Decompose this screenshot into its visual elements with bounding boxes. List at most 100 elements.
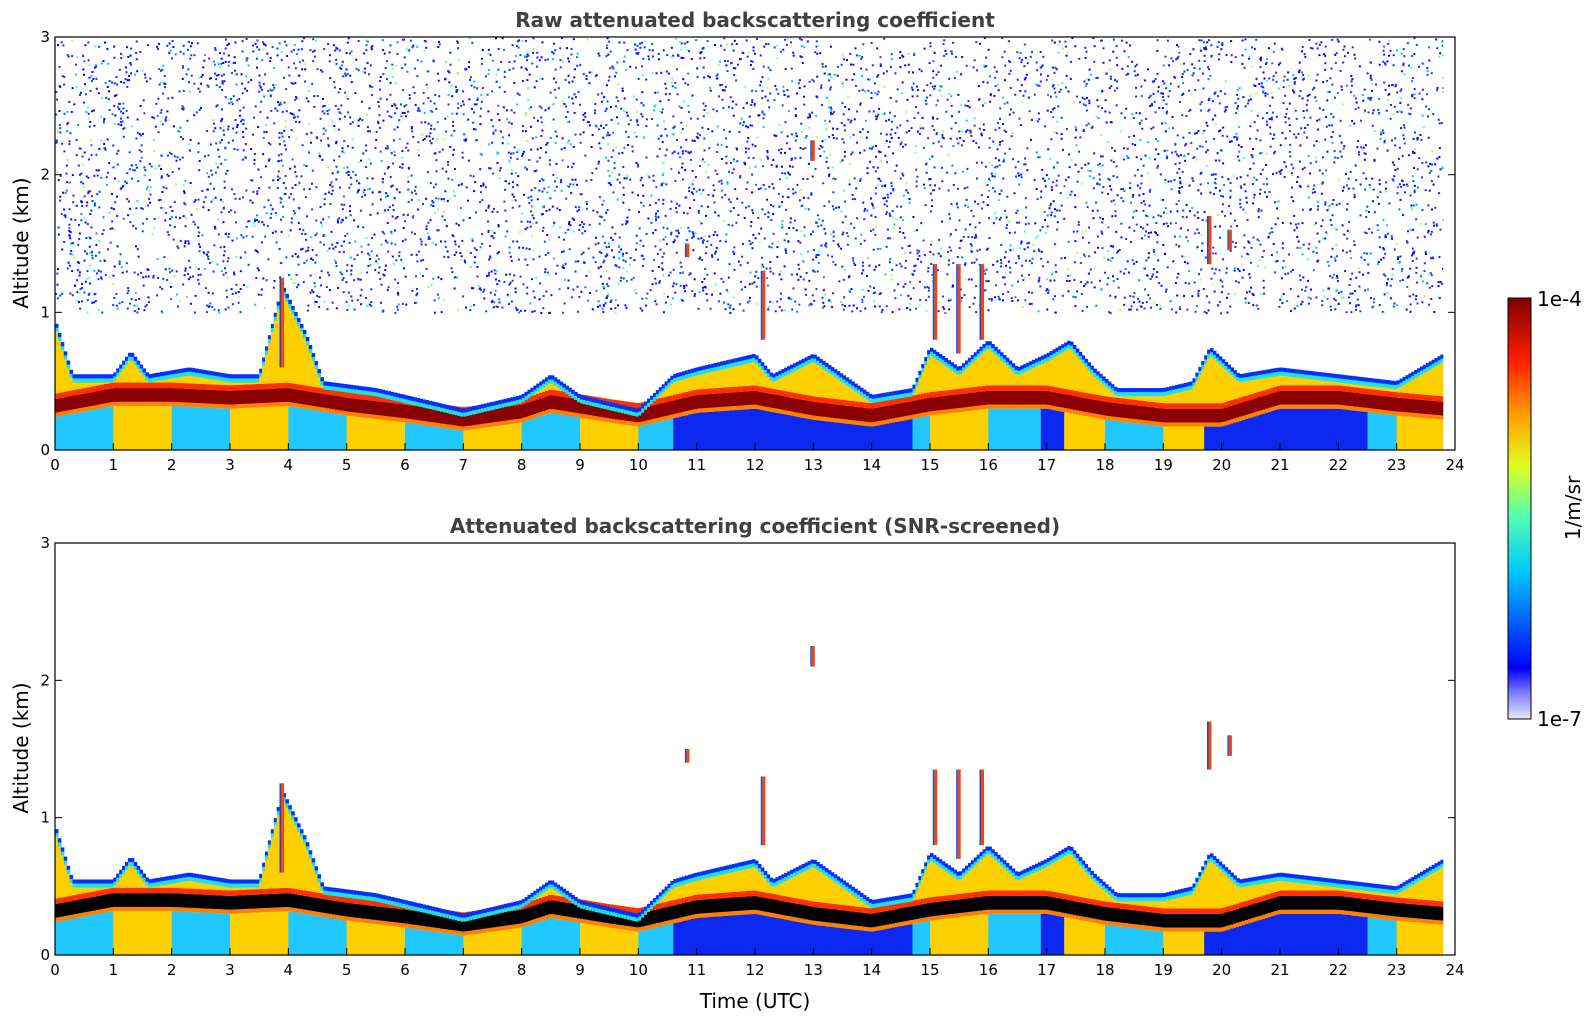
noise-pixel [948, 259, 950, 262]
noise-pixel [181, 66, 184, 69]
noise-pixel [157, 216, 160, 219]
noise-pixel [1164, 55, 1167, 58]
noise-pixel [262, 136, 265, 139]
noise-pixel [1321, 181, 1324, 184]
noise-pixel [315, 254, 318, 257]
noise-pixel [1269, 132, 1272, 135]
noise-pixel [868, 264, 871, 267]
noise-pixel [725, 64, 728, 67]
noise-pixel [1303, 166, 1306, 169]
noise-pixel [1176, 134, 1179, 137]
noise-pixel [160, 168, 162, 170]
noise-pixel [198, 76, 201, 79]
noise-pixel [1292, 167, 1295, 170]
noise-pixel [921, 116, 924, 119]
noise-pixel [397, 293, 400, 296]
noise-pixel [1392, 305, 1395, 308]
noise-pixel [1340, 155, 1343, 158]
noise-pixel [1301, 222, 1304, 225]
noise-pixel [635, 234, 638, 237]
noise-pixel [884, 154, 887, 157]
noise-pixel [574, 270, 577, 273]
noise-pixel [826, 96, 828, 99]
noise-pixel [692, 235, 695, 238]
noise-pixel [692, 187, 695, 190]
noise-pixel [672, 240, 675, 243]
noise-pixel [1051, 108, 1054, 111]
noise-pixel [1291, 174, 1294, 176]
noise-pixel [1279, 298, 1282, 301]
noise-pixel [1116, 251, 1119, 254]
noise-pixel [825, 160, 828, 163]
noise-pixel [874, 192, 877, 195]
noise-pixel [178, 167, 181, 170]
noise-pixel [393, 154, 396, 157]
noise-pixel [390, 230, 393, 233]
noise-pixel [901, 172, 904, 175]
noise-pixel [1044, 185, 1047, 188]
noise-pixel [652, 231, 655, 234]
noise-pixel [1114, 214, 1117, 217]
noise-pixel [314, 300, 317, 303]
noise-pixel [382, 119, 385, 122]
noise-pixel [1066, 51, 1069, 54]
noise-pixel [456, 40, 459, 43]
noise-pixel [755, 90, 757, 93]
noise-pixel [120, 110, 122, 113]
noise-pixel [783, 94, 786, 96]
noise-pixel [425, 267, 428, 270]
noise-pixel [603, 219, 606, 222]
noise-pixel [1052, 166, 1055, 169]
noise-pixel [828, 173, 831, 176]
noise-pixel [854, 264, 857, 267]
noise-pixel [1104, 99, 1107, 102]
noise-pixel [1393, 302, 1396, 305]
noise-pixel [1386, 292, 1389, 294]
noise-pixel [773, 99, 776, 102]
noise-pixel [448, 81, 451, 84]
noise-pixel [92, 77, 95, 80]
noise-pixel [251, 235, 254, 238]
noise-pixel [441, 148, 444, 151]
noise-pixel [514, 199, 517, 202]
noise-pixel [421, 203, 424, 205]
noise-pixel [283, 129, 286, 132]
noise-pixel [1357, 106, 1360, 109]
noise-pixel [1398, 146, 1401, 149]
noise-pixel [703, 149, 706, 152]
noise-pixel [324, 129, 327, 132]
noise-pixel [603, 305, 605, 307]
noise-pixel [410, 126, 413, 128]
noise-pixel [542, 179, 545, 182]
noise-pixel [797, 278, 800, 281]
noise-pixel [284, 148, 287, 151]
noise-pixel [908, 303, 911, 306]
noise-pixel [134, 73, 136, 76]
noise-pixel [1198, 59, 1201, 62]
noise-pixel [1199, 49, 1202, 52]
noise-pixel [784, 121, 787, 124]
noise-pixel [140, 150, 143, 153]
noise-pixel [1176, 44, 1178, 46]
noise-pixel [1275, 171, 1278, 174]
noise-pixel [149, 201, 152, 204]
noise-pixel [329, 203, 332, 206]
noise-pixel [684, 169, 687, 172]
noise-pixel [222, 273, 225, 276]
noise-pixel [89, 190, 92, 193]
noise-pixel [872, 292, 875, 295]
noise-pixel [1342, 147, 1345, 150]
noise-pixel [1210, 44, 1213, 47]
noise-pixel [938, 89, 941, 92]
noise-pixel [189, 276, 192, 279]
noise-pixel [657, 137, 660, 140]
noise-pixel [948, 213, 951, 216]
noise-pixel [366, 271, 369, 274]
noise-pixel [640, 201, 643, 204]
noise-pixel [975, 236, 978, 239]
noise-pixel [667, 99, 670, 101]
noise-pixel [1369, 297, 1372, 299]
noise-pixel [1111, 257, 1114, 260]
noise-pixel [93, 301, 96, 304]
noise-pixel [726, 182, 729, 185]
